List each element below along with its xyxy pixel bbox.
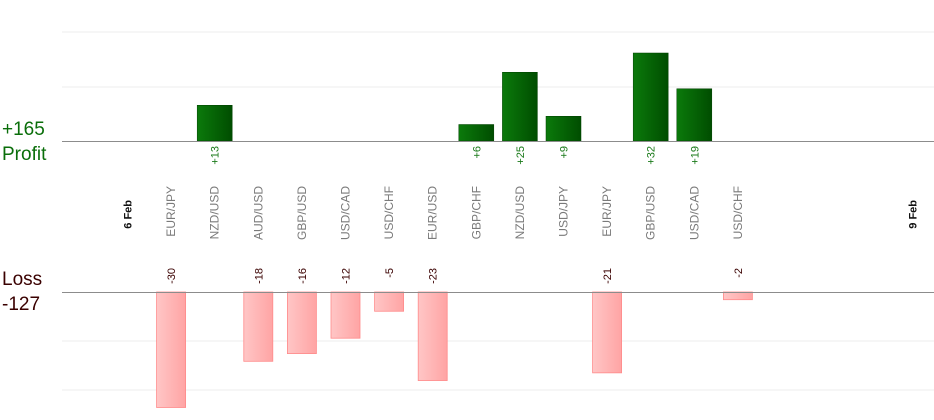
loss-value-label: -5 bbox=[384, 268, 396, 278]
category-label: USD/CHF bbox=[382, 186, 396, 239]
category-label: EUR/JPY bbox=[164, 186, 178, 237]
category-label: USD/CAD bbox=[339, 186, 353, 240]
loss-bar bbox=[374, 291, 405, 312]
loss-bar bbox=[330, 291, 361, 339]
category-label: GBP/CHF bbox=[469, 186, 483, 239]
profit-value-label: +6 bbox=[471, 146, 483, 159]
category-label: USD/CAD bbox=[687, 186, 701, 240]
loss-bar bbox=[243, 291, 274, 362]
loss-total: -127 bbox=[2, 294, 41, 315]
profit-value-label: +9 bbox=[559, 146, 571, 159]
category-label: NZD/USD bbox=[208, 186, 222, 240]
axes bbox=[62, 141, 934, 293]
labels: EUR/JPY NZD/USD AUD/USD GBP/USD USD/CAD USD/C… bbox=[123, 146, 920, 284]
category-label: GBP/USD bbox=[295, 186, 309, 240]
category-label: NZD/USD bbox=[513, 186, 527, 240]
loss-value-label: -30 bbox=[166, 268, 178, 284]
bars bbox=[156, 52, 753, 408]
category-label: EUR/USD bbox=[426, 186, 440, 240]
loss-value-label: -21 bbox=[602, 268, 614, 284]
loss-bar bbox=[156, 291, 187, 408]
loss-bar bbox=[723, 291, 753, 301]
loss-value-label: -12 bbox=[341, 268, 353, 284]
loss-value-label: -23 bbox=[428, 268, 440, 284]
category-label: GBP/USD bbox=[644, 186, 658, 240]
loss-bar bbox=[592, 291, 622, 374]
profit-value-label: +13 bbox=[210, 146, 222, 165]
profit-value-label: +19 bbox=[689, 146, 701, 165]
loss-value-label: -18 bbox=[253, 268, 265, 284]
date-marker: 6 Feb bbox=[123, 200, 135, 229]
gridlines bbox=[62, 31, 934, 391]
category-label: AUD/USD bbox=[251, 186, 265, 240]
profit-bar bbox=[502, 72, 538, 142]
profit-bar bbox=[196, 105, 233, 142]
loss-value-label: -16 bbox=[297, 268, 309, 284]
loss-label: Loss bbox=[2, 269, 43, 290]
date-marker: 9 Feb bbox=[907, 200, 919, 229]
profit-total: +165 bbox=[2, 119, 45, 140]
loss-value-label: -2 bbox=[733, 268, 745, 278]
category-label: USD/JPY bbox=[557, 186, 571, 237]
profit-value-label: +32 bbox=[646, 146, 658, 165]
profit-bar bbox=[632, 52, 669, 142]
loss-bar bbox=[286, 291, 317, 354]
profit-label: Profit bbox=[2, 144, 47, 165]
category-label: USD/CHF bbox=[731, 186, 745, 239]
profit-bar bbox=[458, 124, 495, 142]
loss-bar bbox=[417, 291, 448, 381]
profit-value-label: +25 bbox=[515, 146, 527, 165]
category-label: EUR/JPY bbox=[600, 186, 614, 237]
profit-bar bbox=[545, 116, 582, 142]
profit-bar bbox=[676, 88, 713, 142]
